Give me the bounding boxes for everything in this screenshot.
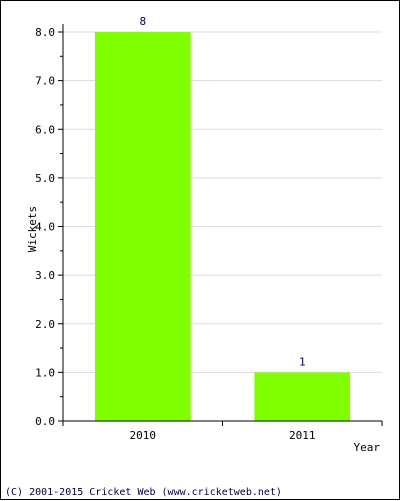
y-tick-label: 6.0 [35, 123, 55, 136]
y-tick-label: 3.0 [35, 269, 55, 282]
y-tick-label: 7.0 [35, 75, 55, 88]
y-tick-label: 8.0 [35, 26, 55, 39]
bar-2011 [254, 372, 351, 421]
data-label: 1 [299, 355, 306, 368]
bar-2010 [94, 32, 191, 421]
y-tick-label: 2.0 [35, 318, 55, 331]
y-tick-label: 0.0 [35, 415, 55, 428]
y-tick-label: 5.0 [35, 172, 55, 185]
x-tick-label: 2011 [289, 429, 316, 442]
data-label: 8 [139, 15, 146, 28]
y-tick-label: 4.0 [35, 221, 55, 234]
x-axis-title: Year [354, 441, 381, 454]
x-tick-label: 2010 [130, 429, 157, 442]
copyright-text: (C) 2001-2015 Cricket Web (www.cricketwe… [5, 487, 282, 498]
y-axis-title: Wickets [26, 206, 39, 252]
y-tick-label: 1.0 [35, 366, 55, 379]
